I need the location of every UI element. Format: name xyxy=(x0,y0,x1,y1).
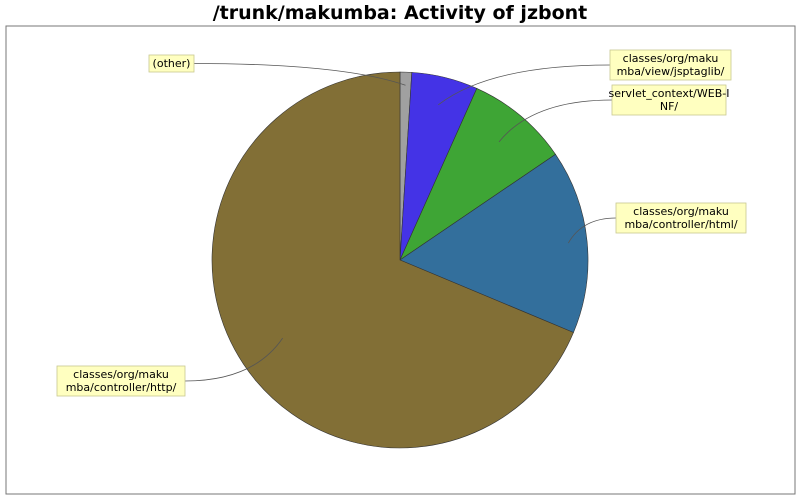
chart-title: /trunk/makumba: Activity of jzbont xyxy=(212,2,588,24)
label-leader-line xyxy=(184,337,283,382)
pie-slice xyxy=(399,88,556,261)
slice-label-box xyxy=(609,49,732,81)
pie-slice xyxy=(399,153,589,333)
slice-label: servlet_context/WEB-I NF/ xyxy=(609,87,730,113)
slice-label-box xyxy=(615,202,747,234)
pie-slice xyxy=(211,71,574,449)
label-leader-line xyxy=(567,217,617,244)
slice-label: classes/org/maku mba/controller/http/ xyxy=(66,368,177,394)
slice-label-box xyxy=(56,365,186,397)
slice-label: classes/org/maku mba/controller/html/ xyxy=(624,205,737,231)
slice-label-box xyxy=(611,84,727,116)
label-leader-line xyxy=(438,64,611,106)
slice-label: classes/org/maku mba/view/jsptaglib/ xyxy=(617,52,725,78)
label-leader-line xyxy=(498,99,613,143)
slice-label: (other) xyxy=(153,57,191,70)
label-leader-line xyxy=(193,63,406,86)
slice-label-box xyxy=(148,54,195,73)
